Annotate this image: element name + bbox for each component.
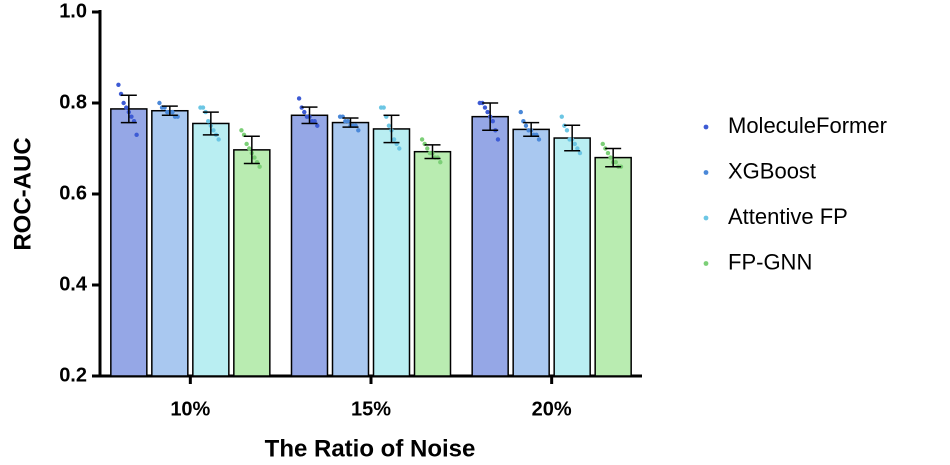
x-tick-label: 10% xyxy=(170,398,210,420)
data-point xyxy=(482,105,488,110)
data-point xyxy=(575,146,580,151)
legend-marker xyxy=(703,124,709,130)
legend-label: FP-GNN xyxy=(728,249,812,274)
data-point xyxy=(391,137,397,142)
data-point xyxy=(381,105,386,110)
bar xyxy=(553,137,591,377)
bar xyxy=(151,109,189,377)
data-point xyxy=(211,128,216,133)
y-tick-label: 0.2 xyxy=(59,364,87,386)
data-point xyxy=(302,109,307,115)
bar xyxy=(233,149,271,377)
y-tick-label: 1.0 xyxy=(59,0,87,22)
data-point xyxy=(124,105,129,110)
data-point xyxy=(247,146,252,151)
y-tick-label: 0.6 xyxy=(59,182,87,204)
data-point xyxy=(518,109,523,115)
data-point xyxy=(564,128,570,133)
data-point xyxy=(536,137,542,142)
legend-label: MoleculeFormer xyxy=(728,113,887,138)
legend-marker xyxy=(703,215,709,221)
data-point xyxy=(425,146,430,151)
bar xyxy=(372,128,411,377)
data-point xyxy=(244,141,249,147)
x-axis-title: The Ratio of Noise xyxy=(265,435,476,462)
bar xyxy=(413,150,452,377)
data-point xyxy=(216,137,221,142)
data-point xyxy=(157,100,162,106)
legend-label: Attentive FP xyxy=(728,204,848,229)
legend-label: XGBoost xyxy=(728,158,816,183)
data-point xyxy=(356,128,361,133)
bar xyxy=(110,108,148,377)
data-point xyxy=(312,119,317,124)
data-point xyxy=(495,137,501,142)
x-tick-label: 20% xyxy=(532,398,572,420)
x-tick-label: 15% xyxy=(351,398,391,420)
bar xyxy=(594,156,632,377)
data-point xyxy=(485,109,490,115)
data-point xyxy=(572,141,577,147)
data-point xyxy=(129,114,134,119)
bar xyxy=(471,115,509,377)
data-point xyxy=(206,119,211,124)
data-point xyxy=(239,128,244,133)
data-point xyxy=(116,82,121,88)
data-point xyxy=(559,114,564,119)
data-point xyxy=(605,150,611,156)
data-point xyxy=(121,100,126,106)
data-point xyxy=(386,123,392,128)
data-point xyxy=(257,164,262,169)
data-point xyxy=(170,109,175,115)
legend-marker xyxy=(703,261,709,266)
data-point xyxy=(608,155,613,160)
data-point xyxy=(345,119,351,124)
data-point xyxy=(200,105,206,110)
y-axis-title: ROC-AUC xyxy=(9,137,36,250)
data-point xyxy=(397,146,402,151)
data-point xyxy=(134,132,139,138)
bar xyxy=(192,122,230,377)
bar xyxy=(331,121,370,377)
data-point xyxy=(577,150,583,156)
bar xyxy=(512,128,550,377)
y-tick-label: 0.4 xyxy=(59,273,88,295)
bar xyxy=(290,114,329,377)
data-point xyxy=(600,141,605,147)
data-point xyxy=(613,159,618,165)
legend-marker xyxy=(703,170,709,175)
data-point xyxy=(419,137,425,142)
y-tick-label: 0.8 xyxy=(59,91,87,113)
data-point xyxy=(296,96,302,101)
data-point xyxy=(252,155,257,160)
data-point xyxy=(490,119,495,124)
data-point xyxy=(438,159,443,165)
data-point xyxy=(315,123,320,128)
data-point xyxy=(523,123,529,128)
